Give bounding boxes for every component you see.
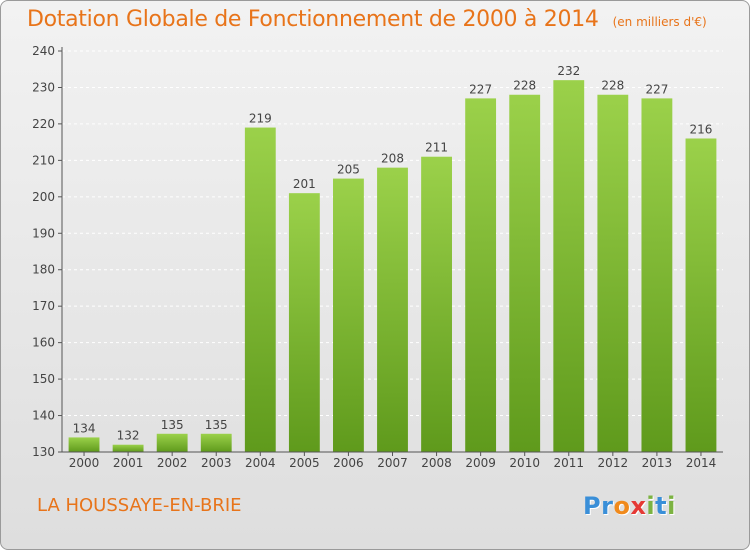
bar: [685, 138, 717, 452]
x-tick-label: 2011: [553, 456, 584, 470]
bar: [112, 444, 144, 452]
bar: [333, 178, 364, 452]
bar: [553, 80, 585, 452]
x-tick-label: 2005: [289, 456, 320, 470]
x-tick-label: 2008: [421, 456, 452, 470]
bar: [288, 193, 320, 452]
x-tick-label: 2010: [509, 456, 540, 470]
bar: [509, 94, 541, 452]
chart-unit: (en milliers d'€): [612, 15, 707, 29]
logo-letter: o: [613, 492, 631, 520]
y-tick-label: 200: [32, 190, 55, 204]
value-label: 135: [205, 418, 228, 432]
bar: [597, 94, 629, 452]
logo-letter: t: [655, 492, 668, 520]
value-label: 201: [293, 177, 316, 191]
logo-letter: i: [646, 492, 656, 520]
commune-name: LA HOUSSAYE-EN-BRIE: [37, 495, 242, 516]
x-tick-label: 2012: [598, 456, 629, 470]
x-tick-label: 2013: [642, 456, 673, 470]
y-tick-label: 180: [32, 263, 55, 277]
y-tick-label: 160: [32, 336, 55, 350]
y-tick-label: 150: [32, 372, 55, 386]
value-label: 227: [645, 82, 668, 96]
x-tick-label: 2001: [113, 456, 144, 470]
proxiti-logo[interactable]: Proxiti: [583, 492, 676, 520]
x-tick-label: 2009: [465, 456, 496, 470]
value-label: 227: [469, 82, 492, 96]
logo-letter: P: [583, 492, 602, 520]
value-label: 205: [337, 163, 360, 177]
x-tick-label: 2003: [201, 456, 232, 470]
y-tick-label: 190: [32, 226, 55, 240]
logo-letter: r: [601, 492, 614, 520]
chart-title: Dotation Globale de Fonctionnement de 20…: [27, 7, 707, 32]
x-tick-label: 2006: [333, 456, 364, 470]
x-tick-label: 2002: [157, 456, 188, 470]
bar: [200, 433, 232, 452]
chart-title-text: Dotation Globale de Fonctionnement de 20…: [27, 7, 599, 32]
value-label: 211: [425, 141, 448, 155]
value-label: 208: [381, 152, 404, 166]
value-label: 228: [601, 79, 624, 93]
bar: [244, 127, 276, 453]
y-tick-label: 220: [32, 117, 55, 131]
y-tick-label: 170: [32, 299, 55, 313]
value-label: 135: [161, 418, 184, 432]
bar: [465, 98, 497, 453]
value-label: 134: [73, 421, 96, 435]
bar: [68, 437, 100, 452]
y-tick-label: 210: [32, 153, 55, 167]
bar: [377, 167, 408, 452]
x-tick-label: 2014: [686, 456, 717, 470]
logo-letter: i: [667, 492, 676, 520]
value-label: 132: [117, 429, 140, 443]
bar: [421, 156, 452, 452]
x-tick-label: 2007: [377, 456, 408, 470]
bar: [156, 433, 188, 452]
y-tick-label: 240: [32, 44, 55, 58]
value-label: 216: [690, 122, 713, 136]
x-tick-label: 2004: [245, 456, 276, 470]
value-label: 219: [249, 112, 272, 126]
x-tick-label: 2000: [69, 456, 100, 470]
value-label: 228: [513, 79, 536, 93]
y-tick-label: 130: [32, 445, 55, 459]
y-tick-label: 230: [32, 80, 55, 94]
y-tick-label: 140: [32, 409, 55, 423]
bar: [641, 98, 673, 453]
value-label: 232: [557, 64, 580, 78]
logo-letter: x: [630, 492, 647, 520]
